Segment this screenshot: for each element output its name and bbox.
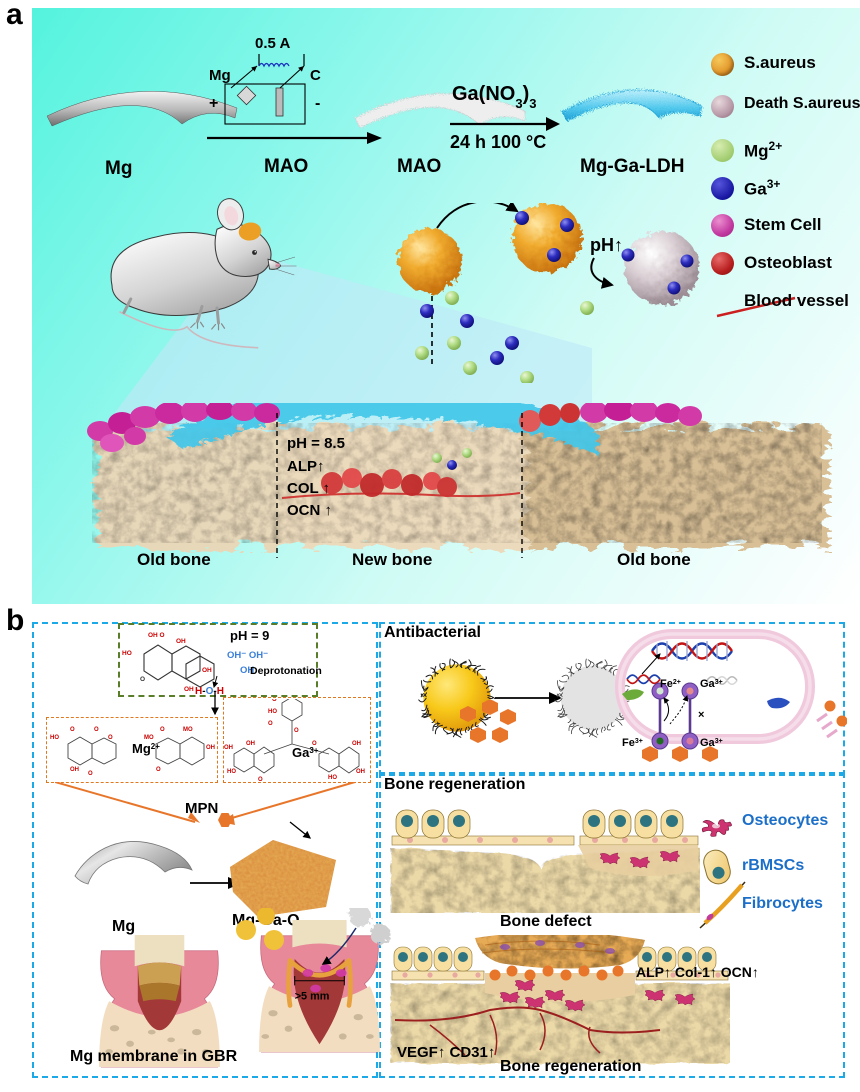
svg-text:HO: HO	[227, 769, 236, 775]
svg-text:O: O	[108, 735, 113, 741]
svg-text:Mg: Mg	[209, 67, 231, 84]
svg-text:pH↑: pH↑	[590, 235, 623, 255]
svg-text:OH: OH	[206, 745, 215, 751]
svg-text:0.5 A: 0.5 A	[255, 35, 290, 52]
svg-text:O: O	[294, 728, 299, 734]
svg-text:OH⁻ OH⁻: OH⁻ OH⁻	[227, 650, 268, 661]
svg-text:O: O	[312, 741, 317, 747]
svg-text:HO: HO	[50, 735, 59, 741]
svg-text:Ga(NO3)3: Ga(NO3)3	[452, 83, 536, 111]
svg-text:24 h 100 °C: 24 h 100 °C	[450, 132, 546, 148]
svg-text:HO: HO	[328, 775, 337, 781]
svg-text:OH: OH	[224, 745, 233, 751]
svg-text:COL ↑: COL ↑	[287, 480, 330, 497]
svg-text:O: O	[160, 727, 165, 733]
svg-text:C: C	[310, 67, 321, 84]
svg-text:Ga3+: Ga3+	[700, 678, 723, 690]
svg-text:O: O	[70, 727, 75, 733]
svg-text:MO: MO	[144, 735, 154, 741]
svg-text:OCN ↑: OCN ↑	[287, 502, 332, 519]
svg-text:OH: OH	[246, 741, 255, 747]
svg-text:HO: HO	[122, 650, 132, 657]
svg-text:OH O: OH O	[148, 632, 165, 639]
svg-text:HO: HO	[268, 709, 277, 715]
svg-text:O: O	[156, 767, 161, 773]
svg-text:Fe3+: Fe3+	[622, 737, 643, 749]
svg-text:Old bone: Old bone	[617, 550, 691, 568]
svg-text:MO: MO	[183, 727, 193, 733]
svg-text:Old bone: Old bone	[137, 550, 211, 568]
svg-text:ALP↑: ALP↑	[287, 458, 325, 475]
svg-text:pH = 8.5: pH = 8.5	[287, 435, 345, 452]
svg-text:Deprotonation: Deprotonation	[250, 665, 322, 677]
svg-text:OH: OH	[352, 741, 361, 747]
svg-text:O: O	[272, 699, 277, 703]
svg-text:O: O	[94, 727, 99, 733]
svg-text:O: O	[88, 771, 93, 777]
svg-text:OH: OH	[356, 769, 365, 775]
svg-text:Fe2+: Fe2+	[660, 678, 681, 690]
svg-text:New bone: New bone	[352, 550, 432, 568]
svg-text:OH: OH	[184, 686, 194, 693]
svg-text:O: O	[268, 721, 273, 727]
svg-text:pH = 9: pH = 9	[230, 628, 269, 643]
svg-text:OH: OH	[70, 767, 79, 773]
svg-text:×: ×	[698, 709, 704, 721]
svg-text:-: -	[315, 95, 320, 112]
svg-text:+: +	[209, 95, 218, 112]
svg-text:OH: OH	[202, 667, 212, 674]
svg-text:Ga3+: Ga3+	[292, 745, 319, 760]
svg-text:O: O	[140, 676, 145, 683]
svg-text:OH: OH	[176, 638, 186, 645]
